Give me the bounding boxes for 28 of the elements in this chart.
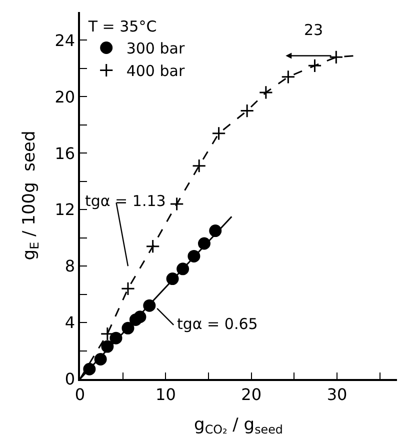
legend-label: 400 bar bbox=[126, 62, 186, 80]
point bbox=[100, 326, 114, 341]
point bbox=[212, 126, 226, 140]
y-tick-label: 12 bbox=[54, 200, 76, 220]
y-tick-label: 0 bbox=[64, 370, 76, 389]
y-tick-label: 8 bbox=[64, 256, 76, 276]
annotation: tgα = 0.65 bbox=[177, 315, 258, 333]
point bbox=[308, 58, 322, 73]
x-tick-label: 20 bbox=[241, 384, 262, 404]
point bbox=[240, 104, 254, 118]
x-axis-title: g$_{CO₂}$ / g$_{seed}$ bbox=[194, 414, 283, 436]
point bbox=[281, 70, 296, 84]
annotation: tgα = 1.13 bbox=[85, 192, 166, 210]
x-tick-label: 30 bbox=[326, 384, 348, 404]
point bbox=[258, 85, 273, 100]
point bbox=[192, 158, 206, 173]
y-tick-label: 4 bbox=[64, 313, 76, 332]
x-tick-label: 10 bbox=[156, 384, 176, 404]
annotation: 23 bbox=[304, 21, 324, 39]
point bbox=[146, 239, 160, 254]
y-tick-label: 20 bbox=[54, 87, 76, 106]
legend-title: T = 35°C bbox=[87, 18, 157, 36]
y-tick-label: 24 bbox=[54, 30, 76, 50]
legend-label: 300 bar bbox=[126, 40, 186, 58]
point bbox=[329, 50, 344, 64]
point bbox=[120, 282, 136, 296]
point bbox=[170, 196, 184, 212]
y-tick-label: 16 bbox=[54, 144, 76, 163]
